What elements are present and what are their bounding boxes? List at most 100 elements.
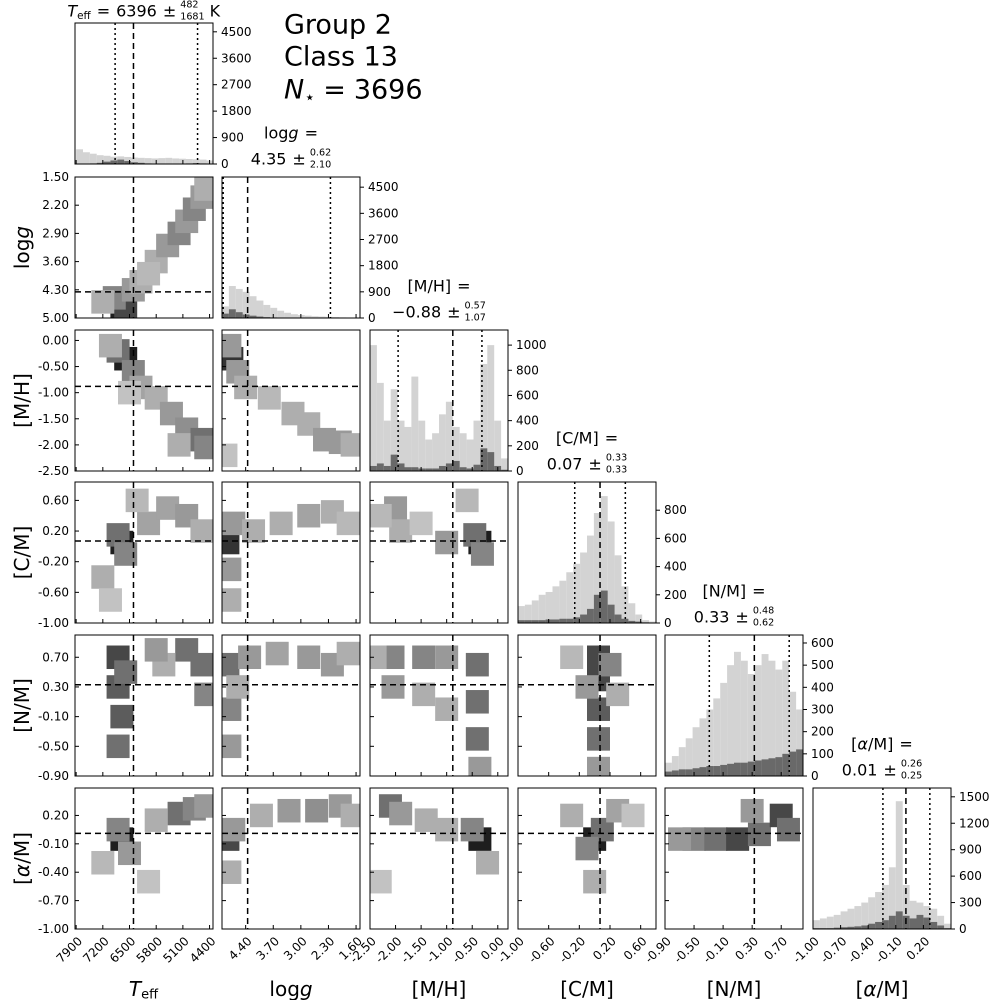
x-tick-label: 0.20 (590, 934, 619, 963)
x-tick-label: 5800 (134, 934, 165, 965)
y-tick-label: 4500 (368, 180, 399, 194)
y-tick-label: -1.50 (38, 412, 69, 426)
param-title: [C/M] = (556, 429, 618, 448)
x-tick-label: -1.50 (398, 934, 430, 966)
y-tick-label: 1200 (959, 816, 990, 830)
hist-bar (131, 157, 138, 164)
y-tick-label: 0.00 (42, 333, 69, 347)
density-cell (435, 645, 459, 670)
title-text: −0.88 (392, 303, 441, 322)
hist-bar (861, 902, 869, 929)
hist-bar (888, 867, 896, 929)
hist-bar (902, 884, 910, 929)
title-text: = (752, 582, 765, 601)
hist-bar (840, 927, 848, 929)
y-tick-label: 4500 (221, 25, 252, 39)
hist-bar (425, 468, 433, 471)
panel-frame (664, 787, 804, 930)
hist-bar (117, 159, 125, 164)
y-tick-label: 200 (516, 439, 539, 453)
title-text-plus: 482 (180, 0, 198, 10)
y-tick-label: 3600 (221, 51, 252, 65)
title-text: 4.35 (251, 150, 287, 169)
hist-bar (593, 513, 601, 623)
density-cell (110, 704, 134, 729)
hist-bar (501, 458, 508, 471)
density-cell (238, 645, 262, 670)
count-text: N (284, 75, 304, 106)
hist-bar (727, 763, 734, 776)
hist-bar (284, 312, 291, 318)
density-cell (222, 652, 240, 677)
panel-frame (369, 481, 509, 624)
axis-label-text: T (129, 977, 143, 1000)
hist-bar (614, 614, 622, 623)
hist-bar (83, 152, 90, 164)
title-text: ± (447, 303, 460, 322)
density-cell (340, 433, 360, 457)
y-tick-label: 3.60 (42, 255, 69, 269)
y-tick-label: 0 (664, 616, 672, 630)
title-text: = (305, 124, 318, 143)
density-cell (222, 557, 242, 582)
hist-bar (124, 156, 132, 164)
panel-frame (221, 787, 361, 930)
density-cell (222, 333, 242, 358)
hist-bar (727, 665, 734, 776)
hist-bar (452, 460, 460, 471)
y-axis-label-inner: [M/H] (10, 373, 34, 428)
hist-bar (376, 382, 384, 471)
axis-label-text: /M] (877, 977, 909, 1000)
axis-label-text: [M/H] (10, 373, 34, 428)
title-text: /M] (868, 735, 893, 754)
density-cell (222, 860, 242, 884)
x-tick-label: -0.70 (818, 934, 850, 966)
density-cell (587, 727, 610, 751)
hist-bar (833, 914, 841, 929)
density-cell (381, 675, 405, 699)
hist-bar (439, 414, 446, 471)
density-cell (257, 386, 281, 410)
density-cell (137, 869, 161, 894)
y-axis-label: [C/M] (10, 526, 34, 580)
hist-bar (524, 604, 532, 623)
density-cell (91, 290, 115, 314)
hist-bar (665, 762, 672, 776)
y-tick-label: 600 (516, 388, 539, 402)
y-tick-label: 600 (959, 869, 982, 883)
density-cell (668, 827, 692, 851)
hist-bar (249, 296, 257, 318)
hist-bar (531, 600, 539, 623)
hist-bar (228, 286, 236, 318)
density-cell (297, 503, 321, 528)
density-cell (242, 519, 266, 543)
y-tick-label: -0.60 (38, 585, 69, 599)
title-text: [N/M] (702, 582, 746, 601)
hist-bar (473, 420, 481, 471)
title-text: T (67, 2, 78, 21)
x-tick-label: -0.10 (700, 934, 732, 966)
hist-bar (847, 926, 855, 929)
hist-bar (432, 468, 439, 471)
count-text: ⋆ (304, 88, 315, 108)
hist-bar (930, 908, 938, 929)
density-cell (222, 734, 242, 759)
hist-bar (96, 162, 104, 164)
hist-bar (124, 161, 132, 164)
hist-bar (452, 426, 460, 471)
hist-bar (242, 291, 250, 318)
hist-bar (383, 465, 391, 471)
hist-bar (789, 751, 797, 776)
hist-bar (621, 618, 629, 623)
axis-label-text: α (10, 864, 34, 877)
y-tick-label: -2.00 (38, 438, 69, 452)
hist-bar (418, 468, 426, 471)
title-text-plus: 0.57 (465, 300, 486, 311)
y-tick-label: 3600 (368, 206, 399, 220)
hist-bar (370, 345, 377, 471)
y-tick-label: 2.20 (42, 198, 69, 212)
title-text-minus: 0.33 (606, 465, 627, 476)
hist-bar (228, 309, 236, 318)
density-cell (370, 503, 392, 528)
density-cell (414, 808, 438, 832)
